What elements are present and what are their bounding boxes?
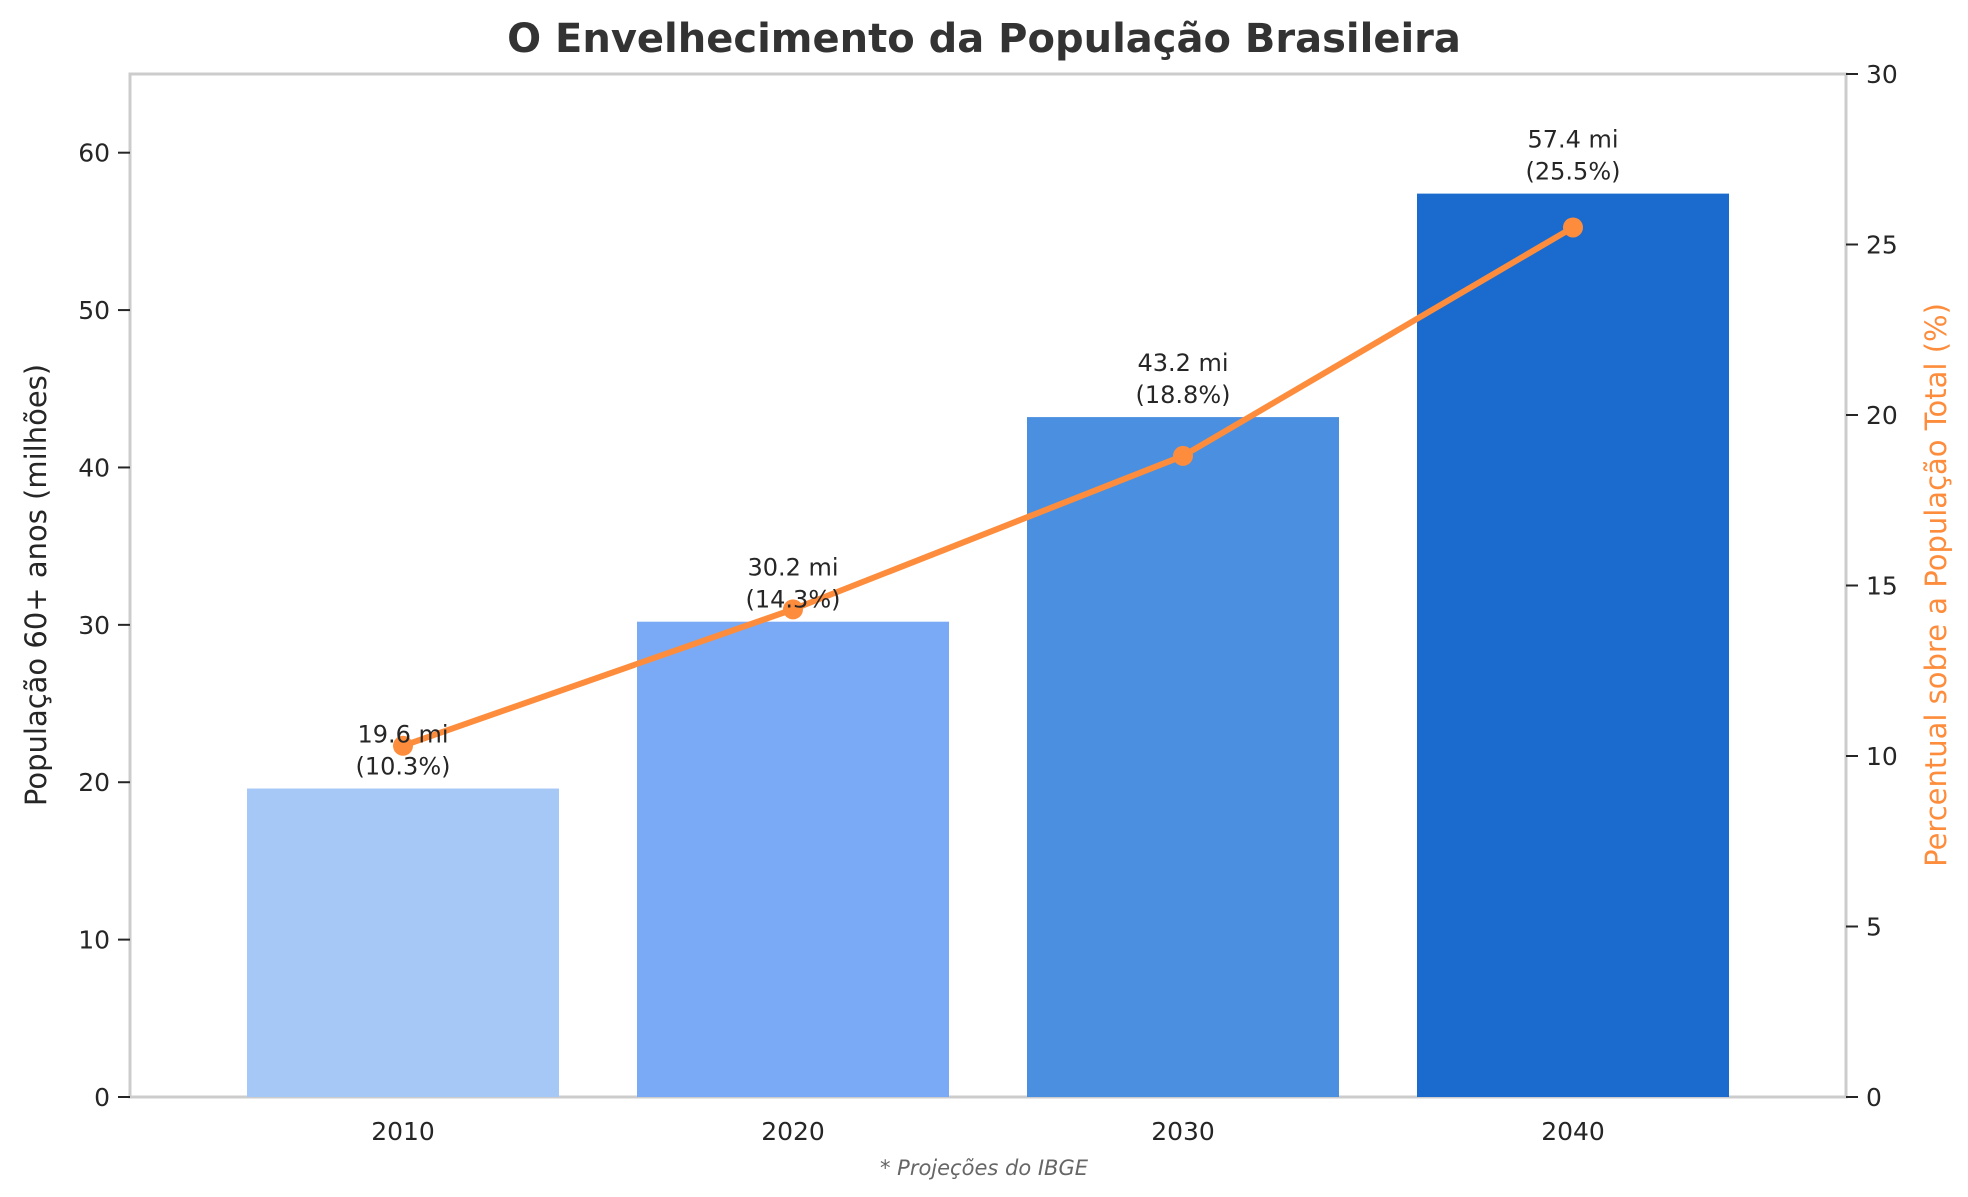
data-label-percent-2040: (25.5%) <box>1526 158 1621 186</box>
left-tick-label: 30 <box>78 611 110 640</box>
bar-2030 <box>1027 417 1339 1097</box>
data-labels-layer: 19.6 mi (10.3%) 30.2 mi (14.3%) 43.2 mi (18.8… <box>356 126 1621 781</box>
data-label-value-2010: 19.6 mi <box>357 721 448 749</box>
right-tick-label: 10 <box>1866 742 1898 771</box>
right-tick-label: 20 <box>1866 401 1898 430</box>
x-tick-label-2040: 2040 <box>1541 1117 1605 1146</box>
x-axis: 2010 2020 2030 2040 <box>371 1117 1605 1146</box>
data-label-value-2030: 43.2 mi <box>1137 349 1228 377</box>
left-tick-label: 40 <box>78 453 110 482</box>
right-axis-title: Percentual sobre a População Total (%) <box>1919 303 1953 867</box>
left-tick-label: 10 <box>78 926 110 955</box>
x-tick-label-2010: 2010 <box>371 1117 435 1146</box>
bar-2040 <box>1417 193 1729 1097</box>
right-tick-label: 30 <box>1866 60 1898 89</box>
percent-point-2020 <box>783 599 803 620</box>
data-label-percent-2030: (18.8%) <box>1136 381 1231 409</box>
left-axis: 0 10 20 30 40 50 60 <box>78 139 130 1112</box>
left-axis-title: População 60+ anos (milhões) <box>19 364 53 806</box>
left-tick-label: 50 <box>78 296 110 325</box>
left-tick-label: 60 <box>78 139 110 168</box>
right-axis: 0 5 10 15 20 25 30 <box>1846 60 1898 1112</box>
data-label-value-2040: 57.4 mi <box>1527 126 1618 154</box>
x-tick-label-2030: 2030 <box>1151 1117 1215 1146</box>
x-tick-label-2020: 2020 <box>761 1117 825 1146</box>
right-tick-label: 5 <box>1866 913 1882 942</box>
right-tick-label: 15 <box>1866 572 1898 601</box>
left-tick-label: 0 <box>94 1083 110 1112</box>
right-tick-label: 0 <box>1866 1083 1882 1112</box>
source-note: * Projeções do IBGE <box>880 1156 1089 1180</box>
data-label-percent-2020: (14.3%) <box>746 586 841 614</box>
percent-point-2040 <box>1563 217 1583 238</box>
bars-layer <box>247 193 1729 1097</box>
left-tick-label: 20 <box>78 768 110 797</box>
data-label-percent-2010: (10.3%) <box>356 753 451 781</box>
right-tick-label: 25 <box>1866 231 1898 260</box>
line-layer <box>393 217 1583 756</box>
bar-2010 <box>247 788 559 1097</box>
percent-point-2030 <box>1173 445 1193 466</box>
percent-point-2010 <box>393 735 413 756</box>
data-label-value-2020: 30.2 mi <box>747 554 838 582</box>
percent-line <box>400 224 1576 749</box>
chart-title: O Envelhecimento da População Brasileira <box>507 16 1461 62</box>
bar-2020 <box>637 621 949 1097</box>
